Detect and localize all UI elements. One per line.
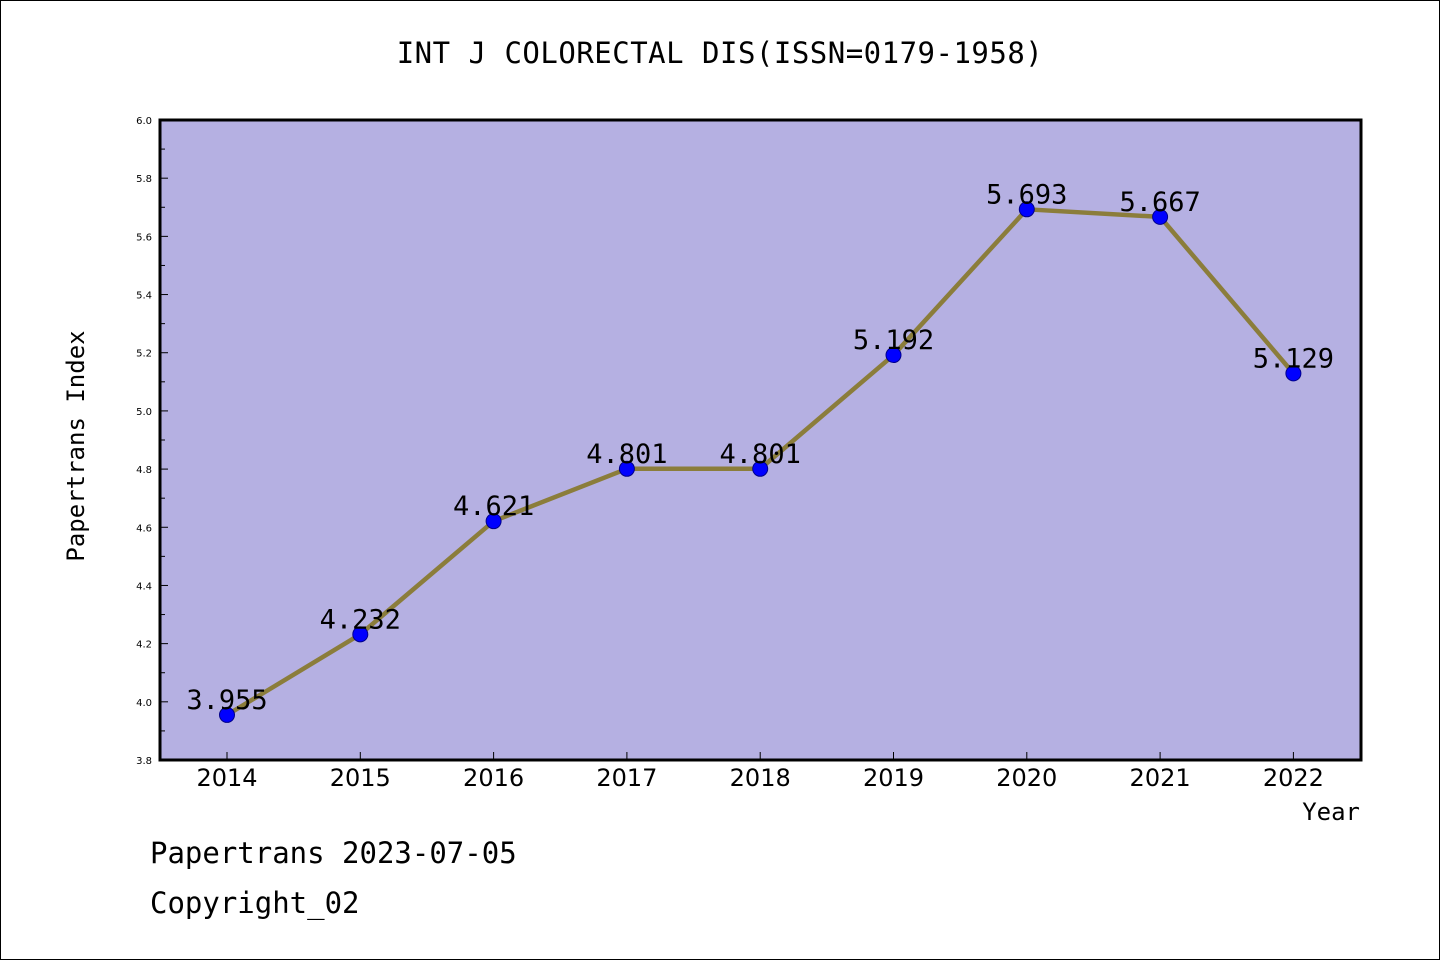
x-tick-label: 2018: [730, 764, 791, 792]
y-tick-label: 4.0: [136, 698, 152, 709]
data-label: 4.801: [720, 439, 801, 470]
chart-title: INT J COLORECTAL DIS(ISSN=0179-1958): [396, 36, 1044, 70]
y-tick-label: 4.4: [136, 581, 152, 592]
y-axis: 3.8 4.0 4.2 4.4 4.6 4.8 5.0 5.2 5.4 5.6 5.8 6.0: [136, 116, 168, 767]
data-point: [1285, 365, 1302, 382]
data-point: [885, 347, 902, 364]
data-label: 4.232: [320, 604, 401, 635]
y-tick-label: 5.6: [136, 232, 152, 243]
y-axis-title: Papertrans Index: [62, 330, 90, 561]
series-markers: [219, 201, 1302, 723]
data-labels: 3.955 4.232 4.621 4.801 4.801 5.192 5.693 5.667…: [186, 179, 1334, 716]
data-label: 4.621: [453, 491, 534, 522]
x-tick-label: 2021: [1130, 764, 1191, 792]
data-point: [219, 706, 235, 723]
y-tick-label: 3.8: [136, 756, 152, 767]
footer-date: Papertrans 2023-07-05: [150, 836, 517, 870]
data-point: [1018, 201, 1035, 218]
data-label: 5.192: [853, 325, 934, 356]
x-axis-title: Year: [1302, 798, 1360, 826]
x-axis: 2014 2015 2016 2017 2018 2019 2020 2021 2022: [196, 752, 1324, 792]
data-label: 5.667: [1119, 187, 1200, 218]
data-label: 3.955: [186, 685, 267, 716]
y-tick-label: 5.4: [136, 291, 152, 302]
data-point: [1152, 208, 1169, 225]
x-tick-label: 2017: [596, 764, 657, 792]
y-tick-label: 4.6: [136, 523, 152, 534]
y-tick-label: 4.8: [136, 465, 152, 476]
plot-area: [158, 118, 1363, 762]
data-label: 4.801: [586, 439, 667, 470]
data-point: [618, 460, 635, 477]
data-point: [352, 626, 369, 643]
data-point: [752, 460, 769, 477]
data-label: 5.693: [986, 179, 1067, 210]
data-point: [485, 513, 502, 530]
x-tick-label: 2022: [1263, 764, 1324, 792]
x-tick-label: 2015: [330, 764, 391, 792]
x-tick-label: 2016: [463, 764, 524, 792]
x-tick-label: 2019: [863, 764, 924, 792]
y-tick-label: 6.0: [136, 116, 152, 127]
data-label: 5.129: [1253, 343, 1334, 374]
footer-copyright: Copyright_02: [150, 886, 360, 920]
x-tick-label: 2014: [196, 764, 257, 792]
y-tick-label: 4.2: [136, 640, 152, 651]
y-tick-label: 5.2: [136, 349, 152, 360]
x-tick-label: 2020: [996, 764, 1057, 792]
y-tick-label: 5.0: [136, 407, 152, 418]
y-tick-label: 5.8: [136, 174, 152, 185]
